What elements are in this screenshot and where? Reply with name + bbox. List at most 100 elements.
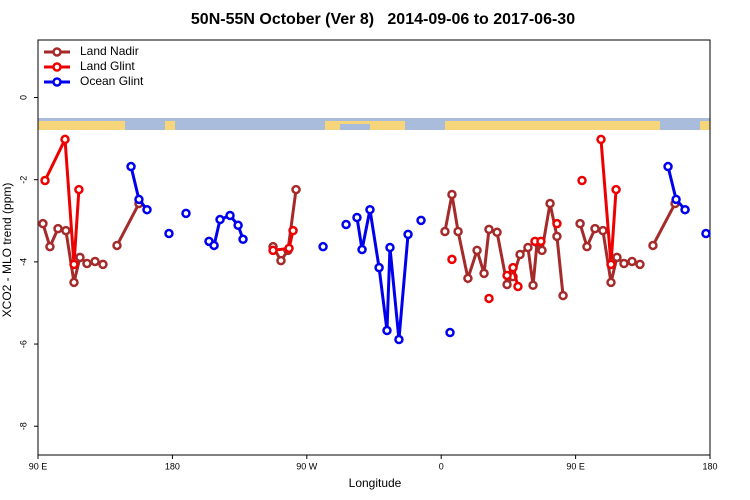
x-tick-label: 90 E bbox=[566, 461, 585, 471]
data-point bbox=[545, 198, 555, 209]
y-tick-label: -2 bbox=[18, 176, 28, 184]
data-point bbox=[627, 256, 637, 267]
data-point bbox=[215, 214, 225, 225]
data-point bbox=[385, 242, 395, 253]
legend-marker bbox=[52, 47, 62, 57]
legend-marker bbox=[52, 62, 62, 72]
data-point bbox=[606, 259, 616, 270]
data-point bbox=[598, 225, 608, 236]
data-point bbox=[536, 236, 546, 247]
data-point bbox=[69, 277, 79, 288]
data-point bbox=[291, 184, 301, 195]
data-point bbox=[440, 226, 450, 237]
data-point bbox=[318, 241, 328, 252]
data-point bbox=[447, 254, 457, 265]
data-point bbox=[558, 290, 568, 301]
data-point bbox=[352, 212, 362, 223]
data-point bbox=[484, 224, 494, 235]
data-point bbox=[75, 252, 85, 263]
data-point bbox=[416, 215, 426, 226]
legend-marker bbox=[52, 77, 62, 87]
data-point bbox=[575, 218, 585, 229]
data-point bbox=[680, 204, 690, 215]
data-point bbox=[552, 231, 562, 242]
data-point bbox=[484, 293, 494, 304]
data-point bbox=[45, 241, 55, 252]
data-point bbox=[268, 245, 278, 256]
data-point bbox=[394, 334, 404, 345]
data-point bbox=[492, 227, 502, 238]
data-point bbox=[537, 245, 547, 256]
data-point bbox=[502, 279, 512, 290]
data-point bbox=[126, 161, 136, 172]
legend-label: Land Glint bbox=[80, 59, 135, 73]
y-tick-label: 0 bbox=[18, 95, 28, 100]
data-point bbox=[447, 189, 457, 200]
x-tick-label: 90 E bbox=[29, 461, 48, 471]
data-point bbox=[238, 234, 248, 245]
data-point bbox=[606, 277, 616, 288]
data-point bbox=[82, 258, 92, 269]
data-point bbox=[38, 218, 48, 229]
data-point bbox=[513, 281, 523, 292]
data-point bbox=[233, 220, 243, 231]
data-point bbox=[663, 161, 673, 172]
data-point bbox=[453, 226, 463, 237]
data-point bbox=[164, 228, 174, 239]
data-point bbox=[209, 240, 219, 251]
y-tick-label: -8 bbox=[18, 422, 28, 430]
data-point bbox=[74, 184, 84, 195]
data-point bbox=[374, 262, 384, 273]
data-point bbox=[284, 243, 294, 254]
data-point bbox=[403, 229, 413, 240]
x-tick-label: 180 bbox=[165, 461, 180, 471]
data-point bbox=[523, 242, 533, 253]
data-point bbox=[611, 184, 621, 195]
data-point bbox=[61, 225, 71, 236]
data-point bbox=[288, 225, 298, 236]
data-point bbox=[98, 259, 108, 270]
data-point bbox=[472, 245, 482, 256]
data-point bbox=[612, 252, 622, 263]
data-point bbox=[40, 175, 50, 186]
legend-label: Ocean Glint bbox=[80, 74, 144, 88]
data-point bbox=[619, 258, 629, 269]
data-point bbox=[582, 241, 592, 252]
data-point bbox=[590, 223, 600, 234]
data-point bbox=[701, 228, 711, 239]
plot-area: 0 -2 -4 -6 -8 90 E 180 90 W 0 90 E 180 Land NadirLa… bbox=[18, 44, 717, 471]
data-point bbox=[463, 273, 473, 284]
data-point bbox=[181, 208, 191, 219]
x-tick-label: 0 bbox=[439, 461, 444, 471]
data-point bbox=[357, 244, 367, 255]
data-point bbox=[60, 134, 70, 145]
data-point bbox=[112, 240, 122, 251]
data-point bbox=[90, 256, 100, 267]
data-point bbox=[365, 204, 375, 215]
x-tick-label: 180 bbox=[702, 461, 717, 471]
y-axis-label: XCO2 - MLO trend (ppm) bbox=[0, 183, 14, 318]
legend-label: Land Nadir bbox=[80, 44, 139, 58]
data-point bbox=[635, 259, 645, 270]
data-point bbox=[53, 223, 63, 234]
data-point bbox=[276, 255, 286, 266]
y-tick-label: -6 bbox=[18, 340, 28, 348]
x-axis-label: Longitude bbox=[349, 476, 402, 490]
data-point bbox=[69, 259, 79, 270]
x-tick-label: 90 W bbox=[296, 461, 318, 471]
data-point bbox=[515, 249, 525, 260]
data-point bbox=[577, 175, 587, 186]
data-point bbox=[382, 325, 392, 336]
data-point bbox=[552, 218, 562, 229]
data-point bbox=[225, 210, 235, 221]
data-point bbox=[596, 134, 606, 145]
data-point bbox=[528, 280, 538, 291]
plot-frame bbox=[37, 39, 711, 456]
map-strip bbox=[38, 118, 710, 130]
data-point bbox=[445, 327, 455, 338]
data-point bbox=[508, 262, 518, 273]
data-point bbox=[479, 268, 489, 279]
data-point bbox=[341, 219, 351, 230]
data-point bbox=[134, 194, 144, 205]
